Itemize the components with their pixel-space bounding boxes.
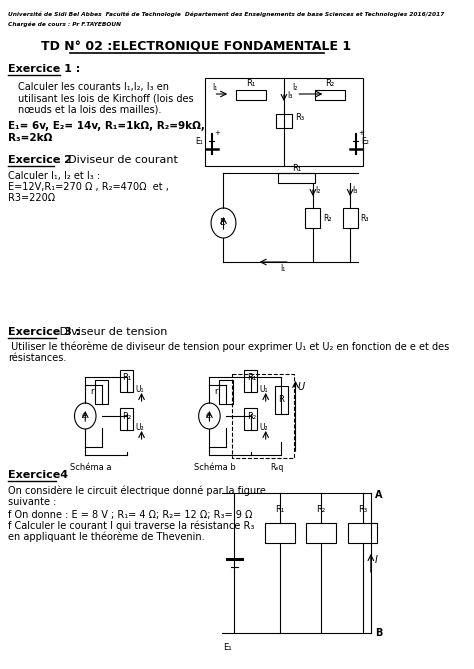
- Text: R₁: R₁: [292, 164, 301, 173]
- Bar: [95, 380, 109, 404]
- Text: E=12V,R₁=270 Ω , R₂=470Ω  et ,: E=12V,R₁=270 Ω , R₂=470Ω et ,: [8, 182, 169, 192]
- Text: Calculer les courants I₁,I₂, I₃ en: Calculer les courants I₁,I₂, I₃ en: [18, 82, 169, 92]
- Bar: [278, 173, 315, 183]
- Text: Exercice 1 :: Exercice 1 :: [8, 64, 81, 74]
- Text: R₃: R₃: [360, 214, 369, 223]
- Text: I₁: I₁: [212, 83, 217, 92]
- Text: R₂: R₂: [122, 412, 132, 421]
- Text: E: E: [219, 218, 225, 227]
- Text: résistances.: résistances.: [8, 353, 67, 363]
- Text: utilisant les lois de Kirchoff (lois des: utilisant les lois de Kirchoff (lois des: [18, 93, 194, 103]
- Text: E₁: E₁: [195, 137, 203, 146]
- Text: U₁: U₁: [259, 385, 268, 394]
- Text: I₃: I₃: [353, 186, 358, 195]
- Text: R₃=2kΩ: R₃=2kΩ: [8, 133, 53, 143]
- Bar: [120, 370, 133, 392]
- Text: U: U: [297, 382, 304, 392]
- Text: Schéma b: Schéma b: [194, 463, 236, 472]
- Text: R₁: R₁: [246, 79, 255, 88]
- Text: e: e: [205, 411, 210, 420]
- Text: Rₑq: Rₑq: [271, 463, 284, 472]
- Text: I₂: I₂: [292, 83, 298, 92]
- Bar: [265, 523, 295, 543]
- Text: E₁= 6v, E₂= 14v, R₁=1kΩ, R₂=9kΩ,: E₁= 6v, E₂= 14v, R₁=1kΩ, R₂=9kΩ,: [8, 121, 205, 131]
- Text: Schéma a: Schéma a: [70, 463, 112, 472]
- Text: U₁: U₁: [135, 385, 144, 394]
- Text: E₂: E₂: [361, 137, 369, 146]
- Text: R₃: R₃: [358, 505, 367, 514]
- Text: Université de Sidi Bel Abbes  Faculté de Technologie  Département des Enseigneme: Université de Sidi Bel Abbes Faculté de …: [8, 11, 445, 17]
- Text: Exercice 2: Exercice 2: [8, 155, 72, 165]
- Text: I: I: [375, 555, 378, 565]
- Text: f On donne : E = 8 V ; R₁= 4 Ω; R₂= 12 Ω; R₃= 9 Ω: f On donne : E = 8 V ; R₁= 4 Ω; R₂= 12 Ω…: [8, 510, 253, 520]
- Bar: [306, 523, 336, 543]
- Bar: [305, 208, 320, 228]
- Text: R: R: [278, 395, 284, 404]
- Text: R3=220Ω: R3=220Ω: [8, 193, 55, 203]
- Text: E₁: E₁: [223, 643, 232, 652]
- Text: r: r: [90, 387, 94, 396]
- Text: R₁: R₁: [275, 505, 284, 514]
- Text: R₂: R₂: [317, 505, 326, 514]
- Text: TD N° 02 :ELECTRONIQUE FONDAMENTALE 1: TD N° 02 :ELECTRONIQUE FONDAMENTALE 1: [41, 40, 351, 53]
- Bar: [219, 380, 233, 404]
- Text: Utiliser le théorème de diviseur de tension pour exprimer U₁ et U₂ en fonction d: Utiliser le théorème de diviseur de tens…: [8, 341, 449, 352]
- Text: I₃: I₃: [287, 91, 292, 100]
- Text: I₂: I₂: [315, 186, 321, 195]
- Bar: [120, 408, 133, 430]
- Text: Calculer I₁, I₂ et I₃ :: Calculer I₁, I₂ et I₃ :: [8, 171, 100, 181]
- Bar: [315, 90, 345, 100]
- Bar: [244, 370, 257, 392]
- Text: R₁: R₁: [122, 373, 132, 382]
- Bar: [275, 386, 288, 414]
- Text: nœuds et la lois des mailles).: nœuds et la lois des mailles).: [18, 104, 162, 114]
- Bar: [343, 208, 357, 228]
- Text: en appliquant le théorème de Thevenin.: en appliquant le théorème de Thevenin.: [8, 531, 205, 542]
- Bar: [276, 114, 292, 128]
- Text: e: e: [81, 411, 86, 420]
- Text: R₂: R₂: [325, 79, 334, 88]
- Text: R₂: R₂: [323, 214, 331, 223]
- Text: R₂: R₂: [246, 412, 256, 421]
- Text: R₁: R₁: [246, 373, 256, 382]
- Text: +: +: [358, 130, 365, 136]
- Bar: [244, 408, 257, 430]
- Text: I₁: I₁: [280, 264, 285, 273]
- Text: On considère le circuit électrique donné par la figure: On considère le circuit électrique donné…: [8, 486, 266, 496]
- Text: U₂: U₂: [259, 423, 268, 432]
- Text: U₂: U₂: [135, 423, 144, 432]
- Bar: [347, 523, 377, 543]
- Text: Exercice 3 :: Exercice 3 :: [8, 327, 81, 337]
- Text: A: A: [375, 490, 383, 500]
- Text: Diviseur de tension: Diviseur de tension: [56, 327, 168, 337]
- Bar: [236, 90, 266, 100]
- Text: Exercice4: Exercice4: [8, 470, 68, 480]
- Text: B: B: [375, 628, 383, 638]
- Text: +: +: [214, 130, 220, 136]
- Text: suivante :: suivante :: [8, 497, 57, 507]
- Text: R₃: R₃: [295, 113, 305, 122]
- Text: :  Diviseur de courant: : Diviseur de courant: [54, 155, 178, 165]
- Text: f Calculer le courant I qui traverse la résistance R₃: f Calculer le courant I qui traverse la …: [8, 520, 255, 531]
- Text: Chargée de cours : Pr F.TAYEBOUN: Chargée de cours : Pr F.TAYEBOUN: [8, 21, 121, 27]
- Text: r: r: [214, 387, 218, 396]
